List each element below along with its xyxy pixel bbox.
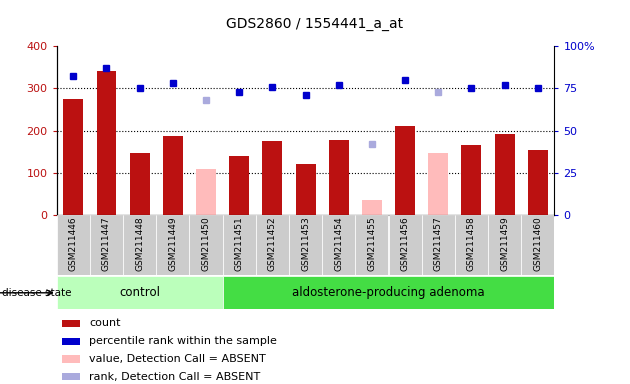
Bar <box>521 215 554 275</box>
Text: aldosterone-producing adenoma: aldosterone-producing adenoma <box>292 286 485 299</box>
Bar <box>362 200 382 215</box>
Text: GDS2860 / 1554441_a_at: GDS2860 / 1554441_a_at <box>226 17 404 31</box>
Bar <box>488 215 521 275</box>
Text: value, Detection Call = ABSENT: value, Detection Call = ABSENT <box>89 354 266 364</box>
Bar <box>96 71 117 215</box>
Bar <box>222 276 554 309</box>
Bar <box>62 338 79 345</box>
Bar <box>256 215 289 275</box>
Text: GSM211453: GSM211453 <box>301 216 310 271</box>
Text: count: count <box>89 318 120 328</box>
Bar <box>428 153 448 215</box>
Text: GSM211460: GSM211460 <box>534 216 542 271</box>
Bar <box>190 215 222 275</box>
Text: GSM211449: GSM211449 <box>168 216 177 271</box>
Bar <box>263 141 282 215</box>
Text: GSM211446: GSM211446 <box>69 216 77 271</box>
Text: GSM211457: GSM211457 <box>434 216 443 271</box>
Bar <box>528 149 547 215</box>
Bar <box>62 320 79 327</box>
Bar <box>495 134 515 215</box>
Bar <box>62 355 79 362</box>
Bar <box>389 215 421 275</box>
Text: GSM211456: GSM211456 <box>401 216 410 271</box>
Bar <box>395 126 415 215</box>
Bar <box>322 215 355 275</box>
Bar <box>57 276 222 309</box>
Text: GSM211450: GSM211450 <box>202 216 210 271</box>
Text: GSM211454: GSM211454 <box>335 216 343 271</box>
Text: GSM211451: GSM211451 <box>235 216 244 271</box>
Bar <box>455 215 488 275</box>
Bar <box>196 169 216 215</box>
Bar <box>90 215 123 275</box>
Bar <box>289 215 322 275</box>
Text: GSM211448: GSM211448 <box>135 216 144 271</box>
Bar <box>64 99 83 215</box>
Bar <box>329 140 348 215</box>
Bar <box>130 152 149 215</box>
Text: GSM211458: GSM211458 <box>467 216 476 271</box>
Bar <box>123 215 156 275</box>
Text: disease state: disease state <box>2 288 71 298</box>
Bar <box>421 215 455 275</box>
Bar <box>222 215 256 275</box>
Text: rank, Detection Call = ABSENT: rank, Detection Call = ABSENT <box>89 372 260 382</box>
Text: control: control <box>119 286 160 299</box>
Bar <box>163 136 183 215</box>
Text: percentile rank within the sample: percentile rank within the sample <box>89 336 277 346</box>
Bar <box>62 373 79 381</box>
Bar <box>295 164 316 215</box>
Text: GSM211447: GSM211447 <box>102 216 111 271</box>
Text: GSM211455: GSM211455 <box>367 216 376 271</box>
Bar <box>57 215 90 275</box>
Bar <box>462 146 481 215</box>
Bar <box>355 215 389 275</box>
Text: GSM211459: GSM211459 <box>500 216 509 271</box>
Bar <box>229 156 249 215</box>
Bar <box>156 215 190 275</box>
Text: GSM211452: GSM211452 <box>268 216 277 271</box>
